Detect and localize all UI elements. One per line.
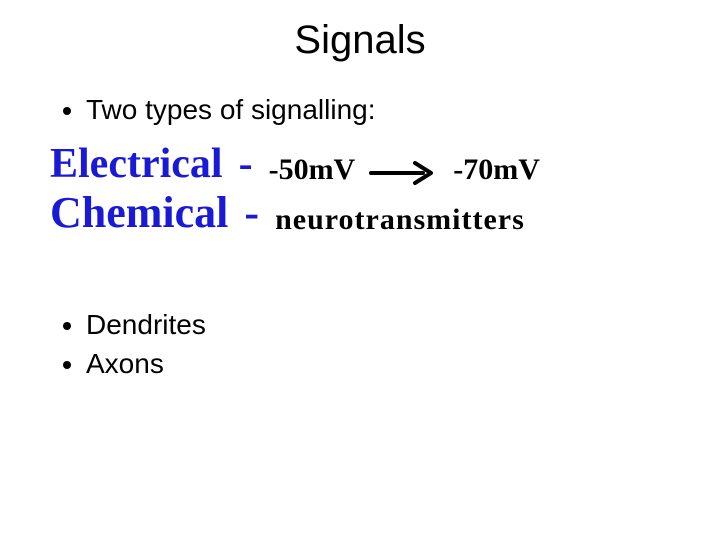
handwriting-line-2: Chemical - neurotransmitters xyxy=(50,191,670,235)
hw-val1: -50mV xyxy=(269,155,356,185)
hw-chemical: Chemical xyxy=(50,191,228,235)
list-item: Axons xyxy=(86,344,670,383)
bullets-top: Two types of signalling: xyxy=(68,91,670,129)
hw-val2: -70mV xyxy=(453,155,540,185)
page-title: Signals xyxy=(50,18,670,63)
slide-root: Signals Two types of signalling: Electri… xyxy=(0,0,720,540)
handwriting-line-1: Electrical - -50mV -70mV xyxy=(50,143,670,185)
list-item: Dendrites xyxy=(86,305,670,344)
arrow-icon xyxy=(369,161,439,185)
list-item: Two types of signalling: xyxy=(86,91,670,129)
handwriting-block: Electrical - -50mV -70mV Chemical - neur… xyxy=(50,143,670,235)
bullets-bottom: Dendrites Axons xyxy=(68,305,670,383)
hw-neurotransmitters: neurotransmitters xyxy=(275,205,525,235)
hw-sep-2: - xyxy=(244,191,259,235)
hw-sep-1: - xyxy=(239,143,253,185)
hw-electrical: Electrical xyxy=(50,143,223,185)
